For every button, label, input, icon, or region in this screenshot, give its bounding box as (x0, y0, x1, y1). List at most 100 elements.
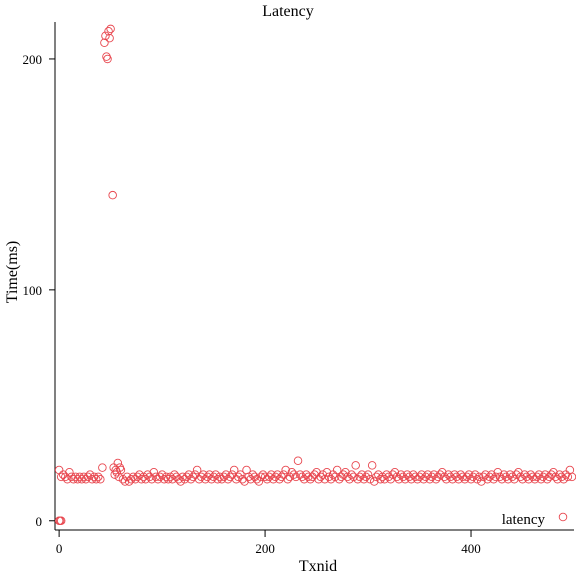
data-point (522, 472, 531, 482)
data-point (532, 472, 542, 482)
y-tick-label: 100 (23, 283, 43, 298)
data-point (205, 470, 214, 479)
data-point (188, 472, 198, 482)
legend: latency (502, 512, 568, 528)
data-point (493, 468, 503, 477)
data-point (462, 472, 472, 482)
data-point (271, 472, 280, 482)
data-point (485, 472, 494, 482)
data-point (404, 472, 414, 482)
data-point (394, 474, 404, 484)
x-axis-label: Txnid (299, 558, 337, 575)
data-point (452, 472, 461, 482)
data-point (380, 474, 389, 484)
data-point (524, 474, 533, 484)
data-point (164, 474, 173, 484)
data-point (267, 470, 276, 479)
data-point (349, 472, 358, 482)
data-point (423, 470, 433, 479)
data-point (238, 474, 247, 484)
data-point (341, 468, 350, 477)
data-point (501, 472, 511, 482)
data-point (67, 472, 76, 482)
data-point (497, 474, 507, 484)
data-point (557, 472, 566, 482)
data-point (215, 472, 225, 482)
data-point (386, 474, 395, 484)
data-point (479, 472, 488, 482)
data-point (106, 24, 115, 34)
data-point (516, 472, 525, 482)
data-point (549, 468, 558, 477)
data-point (518, 474, 527, 484)
data-point (512, 470, 521, 479)
data-point (388, 470, 398, 479)
y-tick-label: 0 (36, 514, 43, 529)
data-point (254, 477, 264, 486)
data-point (304, 472, 313, 482)
data-point (376, 474, 385, 484)
data-point (528, 472, 538, 482)
data-point (75, 472, 84, 482)
data-point (427, 472, 437, 482)
data-point (440, 472, 449, 482)
x-tick-label: 0 (56, 541, 63, 556)
data-point (103, 54, 112, 64)
data-point (77, 474, 87, 484)
data-point (155, 472, 165, 482)
data-point (91, 474, 101, 484)
data-point (54, 465, 64, 475)
data-point (384, 472, 393, 482)
data-point (110, 470, 119, 479)
data-point (367, 461, 377, 470)
data-point (446, 472, 455, 482)
data-point (355, 472, 365, 482)
data-point (87, 474, 97, 484)
data-point (264, 472, 274, 482)
data-point (234, 472, 243, 482)
data-point (178, 472, 187, 482)
data-point (213, 474, 222, 484)
data-point (491, 472, 500, 482)
data-point (168, 474, 177, 484)
data-point (211, 470, 220, 479)
data-point (361, 472, 371, 482)
data-point (454, 474, 463, 484)
data-point (203, 472, 212, 482)
data-point (108, 190, 117, 200)
data-point (126, 474, 136, 484)
data-point (400, 474, 410, 484)
data-point (464, 470, 474, 479)
data-point (475, 472, 484, 482)
data-point (374, 470, 383, 479)
data-point (507, 472, 517, 482)
data-point (166, 472, 175, 482)
data-point (101, 31, 110, 41)
data-point (105, 33, 114, 43)
data-point (83, 472, 93, 482)
data-point (534, 470, 544, 479)
data-point (398, 472, 408, 482)
data-point (551, 472, 560, 482)
data-point (289, 470, 299, 479)
data-point (347, 470, 356, 479)
data-point (326, 474, 336, 484)
chart-title: Latency (262, 3, 314, 20)
data-point (363, 470, 373, 479)
data-point (510, 474, 519, 484)
data-point (93, 472, 103, 482)
data-point (260, 472, 270, 482)
data-point (472, 474, 482, 484)
data-point (137, 474, 146, 484)
data-point (357, 470, 367, 479)
data-point (351, 461, 360, 470)
data-point (429, 470, 439, 479)
data-point (209, 472, 218, 482)
data-point (85, 470, 95, 479)
data-point (392, 472, 402, 482)
data-point (56, 516, 66, 526)
data-point (112, 468, 122, 477)
data-point (281, 465, 290, 475)
data-point (135, 470, 144, 479)
